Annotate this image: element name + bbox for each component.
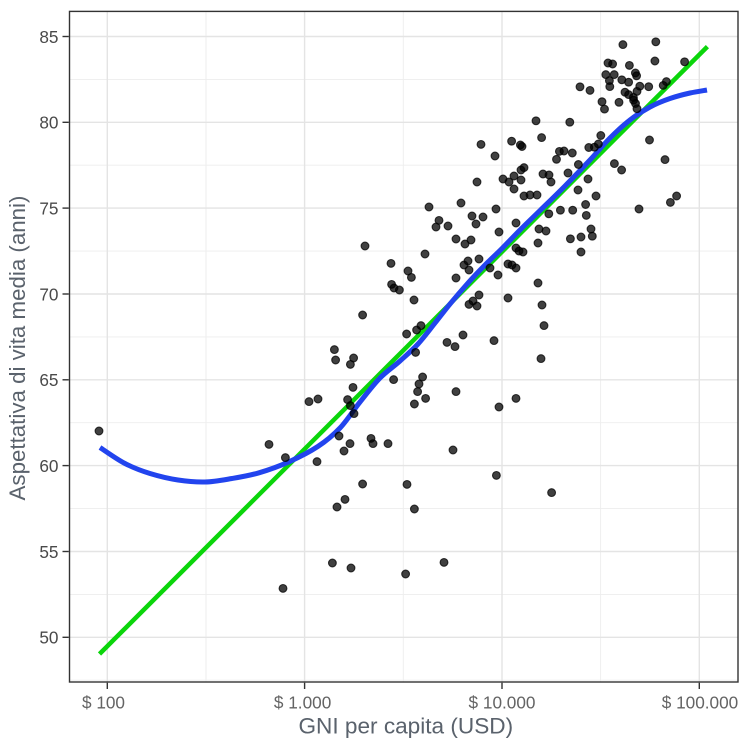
svg-text:60: 60: [39, 456, 58, 476]
svg-text:55: 55: [39, 542, 58, 562]
svg-text:50: 50: [39, 628, 58, 648]
svg-text:$ 100.000: $ 100.000: [662, 693, 738, 713]
svg-text:70: 70: [39, 284, 58, 304]
svg-text:$ 100: $ 100: [82, 693, 125, 713]
svg-text:$ 1.000: $ 1.000: [274, 693, 331, 713]
svg-text:80: 80: [39, 113, 58, 133]
svg-text:Aspettativa di vita media (ann: Aspettativa di vita media (anni): [5, 196, 30, 501]
svg-text:$ 10.000: $ 10.000: [469, 693, 536, 713]
svg-text:GNI per capita (USD): GNI per capita (USD): [298, 714, 513, 739]
svg-text:85: 85: [39, 27, 58, 47]
svg-text:75: 75: [39, 198, 58, 218]
svg-text:65: 65: [39, 370, 58, 390]
